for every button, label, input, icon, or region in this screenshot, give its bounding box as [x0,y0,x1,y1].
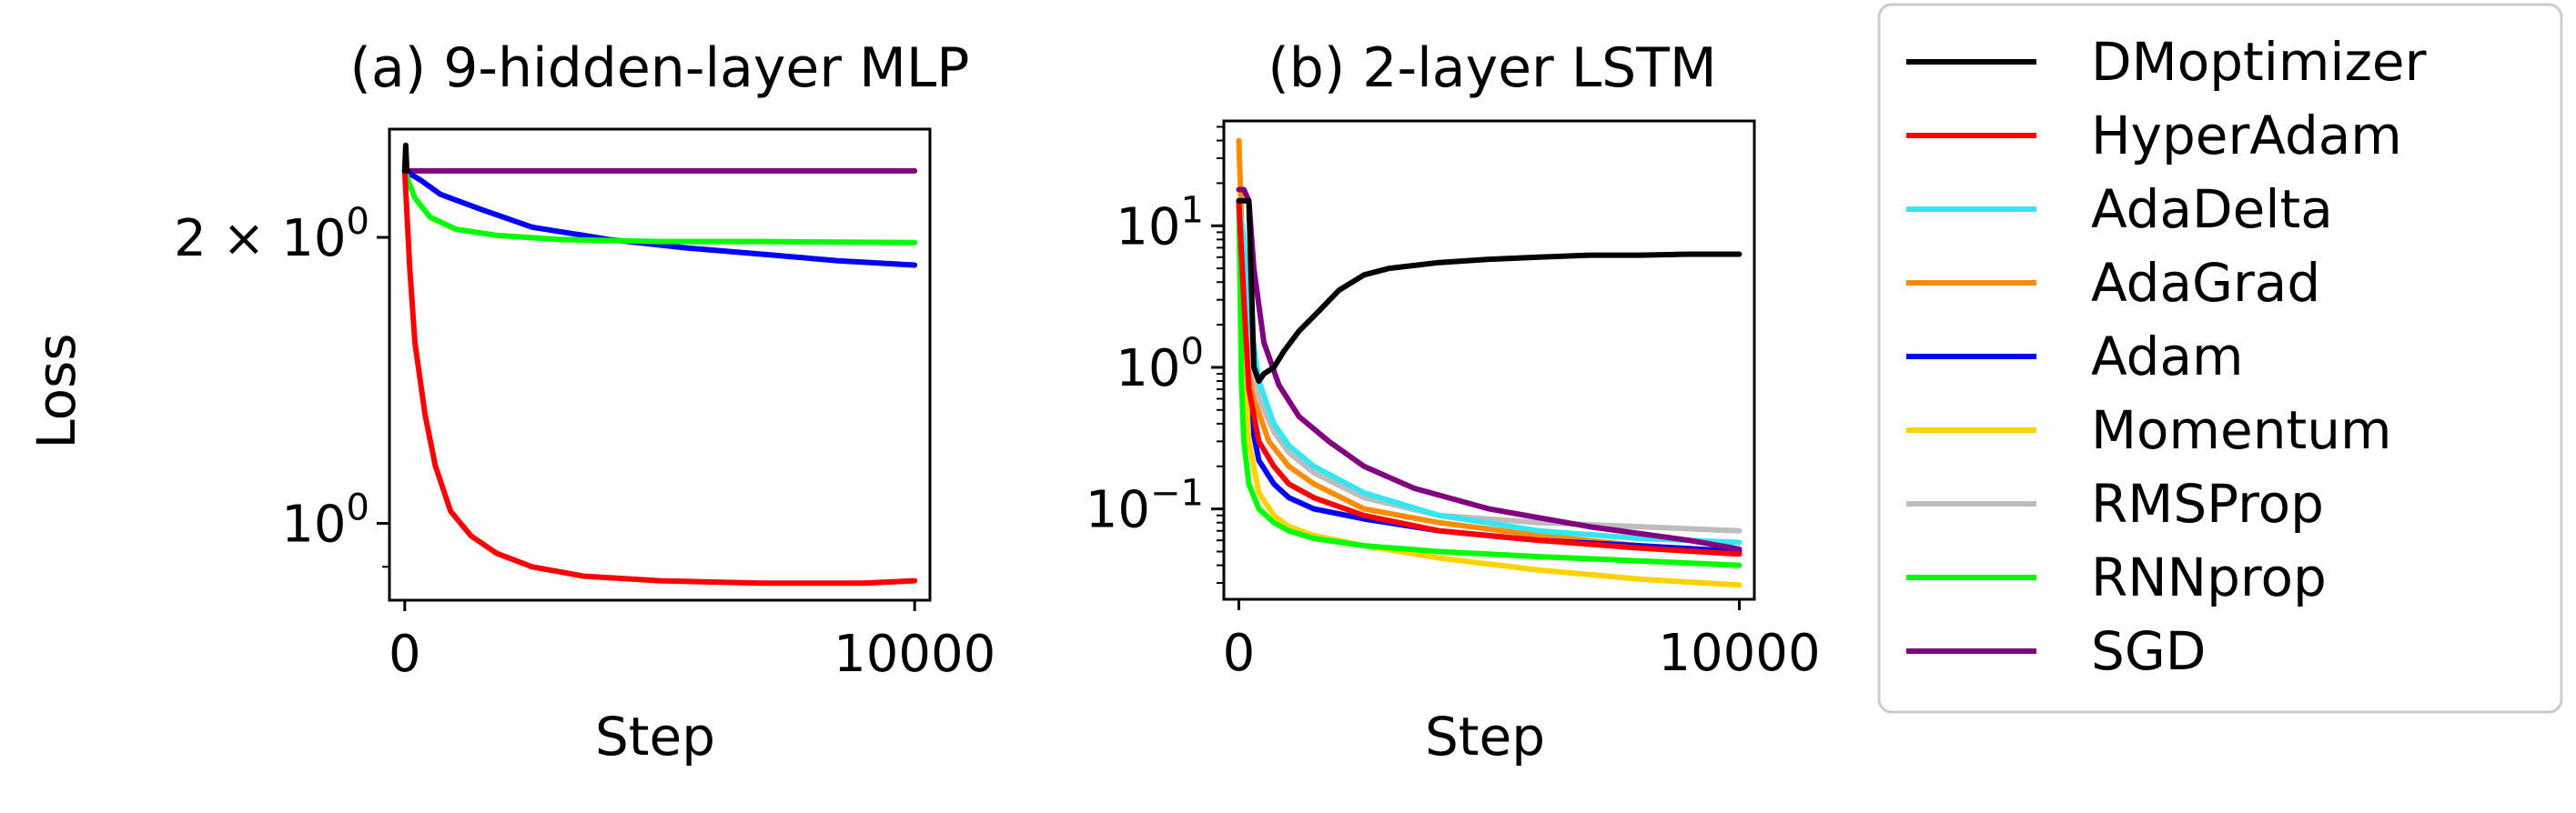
series-rnnprop-a [401,167,918,246]
series-adam-a [401,167,918,268]
legend-label-hyperadam: HyperAdam [2091,105,2402,166]
legend-label-adagrad: AdaGrad [2091,252,2320,314]
series-dmoptimizer-b [1236,197,1743,384]
legend-label-momentum: Momentum [2091,399,2391,461]
series-hyperadam-b [1236,197,1743,557]
legend-box [1877,3,2563,714]
series-hyperadam-a [401,167,918,587]
legend-label-sgd: SGD [2091,620,2206,682]
panel-b-xlabel: Step [1425,706,1545,768]
y-tick-label: 101 [1116,189,1204,256]
panel-b-plot-area [1236,137,1743,588]
panel-a-title: (a) 9-hidden-layer MLP [350,36,970,100]
legend-label-dmoptimizer: DMoptimizer [2091,31,2427,93]
y-tick-label: 2 × 100 [174,201,369,268]
y-tick-label: 100 [281,487,369,554]
x-tick-label: 10000 [833,625,995,684]
y-tick-label: 10−1 [1086,473,1204,540]
panel-lstm: (b) 2-layer LSTM 0 10000 10−1 100 101 Step [1086,36,1821,768]
y-axis-label: Loss [25,333,87,448]
x-tick-label: 0 [1223,624,1256,683]
panel-b-title: (b) 2-layer LSTM [1268,36,1716,100]
legend-label-adam: Adam [2091,326,2244,387]
panel-a-ticks: 0 10000 100 2 × 100 [174,201,995,684]
legend-label-rnnprop: RNNprop [2091,547,2327,608]
series-adadelta-b [1236,197,1743,546]
panel-a-plot-area [401,142,918,587]
legend: DMoptimizer HyperAdam AdaDelta AdaGrad Adam M… [1877,3,2563,714]
series-adagrad-b [1236,137,1743,555]
series-dmoptimizer-a [401,142,411,174]
legend-label-adadelta: AdaDelta [2091,178,2333,240]
panel-b-frame [1222,119,1756,601]
x-tick-label: 10000 [1658,624,1820,683]
panel-a-xlabel: Step [595,706,715,768]
panel-a-frame [388,127,932,602]
legend-label-rmsprop: RMSProp [2091,473,2324,535]
y-tick-label: 100 [1116,331,1204,398]
series-rnnprop-b [1236,197,1743,568]
x-tick-label: 0 [389,625,421,684]
series-momentum-b [1236,197,1743,588]
panel-b-ticks: 0 10000 10−1 100 101 [1086,125,1821,683]
